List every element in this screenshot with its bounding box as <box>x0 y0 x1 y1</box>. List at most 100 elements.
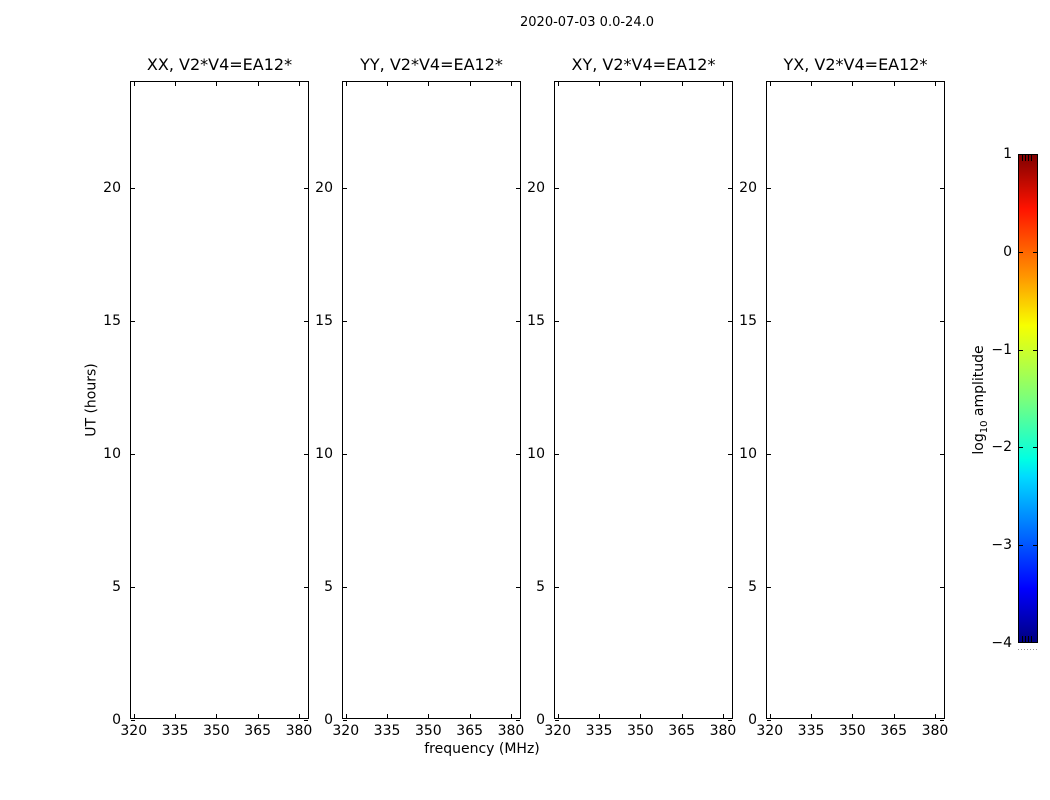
colorbar-label-prefix: log <box>971 433 988 455</box>
x-tick-bottom <box>557 714 559 718</box>
y-tick-left <box>555 720 559 721</box>
colorbar-tick-label: −3 <box>991 537 1012 554</box>
x-tick-top <box>510 82 512 86</box>
y-tick-label: 20 <box>315 180 333 197</box>
x-tick-bottom <box>640 714 642 718</box>
y-tick-left <box>767 321 771 323</box>
x-tick-bottom <box>387 714 389 718</box>
x-tick-bottom <box>216 714 218 718</box>
subplot-yx: YX, V2*V4=EA12* 320 335 350 365 380 0 5 10 15 20 <box>739 55 948 738</box>
x-tick-top <box>599 82 601 86</box>
y-tick-left <box>555 454 559 456</box>
x-tick-bottom <box>175 714 177 718</box>
y-tick-label: 5 <box>324 579 333 596</box>
y-tick-label: 5 <box>536 579 545 596</box>
x-tick-top <box>469 82 471 86</box>
y-tick-label: 15 <box>527 313 545 330</box>
y-tick-left <box>343 454 347 456</box>
colorbar-dotted-line <box>1018 649 1038 650</box>
y-tick-label: 10 <box>315 446 333 463</box>
x-tick-bottom <box>599 714 601 718</box>
y-tick-left <box>767 454 771 456</box>
y-tick-label: 5 <box>748 579 757 596</box>
x-tick-label: 335 <box>373 723 401 739</box>
colorbar-label-subscript: 10 <box>978 420 990 434</box>
subplot-xy-title: XY, V2*V4=EA12* <box>571 55 716 74</box>
x-tick-label: 380 <box>285 723 313 739</box>
colorbar-tick-right <box>1033 447 1037 449</box>
colorbar-tick-left <box>1019 545 1023 547</box>
x-tick-bottom <box>469 714 471 718</box>
y-tick-right <box>728 587 732 589</box>
colorbar-tick-right <box>1033 545 1037 547</box>
x-tick-bottom <box>345 714 347 718</box>
y-tick-right <box>304 454 308 456</box>
y-tick-left <box>343 720 347 721</box>
y-tick-right <box>728 720 732 721</box>
x-tick-bottom <box>852 714 854 718</box>
y-tick-left <box>555 188 559 190</box>
colorbar-top-hatch <box>1022 155 1034 161</box>
x-tick-bottom <box>133 714 135 718</box>
x-tick-bottom <box>934 714 936 718</box>
x-tick-top <box>175 82 177 86</box>
x-tick-top <box>722 82 724 86</box>
x-tick-top <box>298 82 300 86</box>
y-tick-right <box>516 454 520 456</box>
colorbar-tick-label: 1 <box>1003 146 1012 162</box>
y-tick-right <box>304 188 308 190</box>
figure-title: 2020-07-03 0.0-24.0 <box>520 15 654 30</box>
y-tick-label: 0 <box>112 712 121 728</box>
x-tick-label: 320 <box>756 723 784 739</box>
x-tick-bottom <box>769 714 771 718</box>
y-tick-label: 0 <box>748 712 757 728</box>
y-tick-left <box>131 321 135 323</box>
x-tick-label: 350 <box>414 723 442 739</box>
x-tick-top <box>640 82 642 86</box>
y-tick-left <box>343 188 347 190</box>
colorbar-tick-right <box>1033 349 1037 351</box>
x-tick-top <box>681 82 683 86</box>
y-tick-label: 10 <box>103 446 121 463</box>
y-tick-label: 5 <box>112 579 121 596</box>
x-tick-bottom <box>428 714 430 718</box>
x-tick-top <box>428 82 430 86</box>
subplot-xy: XY, V2*V4=EA12* 320 335 350 365 380 0 5 10 15 20 <box>527 55 736 738</box>
y-tick-right <box>940 720 944 721</box>
x-tick-top <box>811 82 813 86</box>
y-tick-left <box>343 321 347 323</box>
y-tick-right <box>516 720 520 721</box>
x-tick-label: 350 <box>838 723 866 739</box>
y-tick-left <box>767 188 771 190</box>
y-tick-label: 20 <box>527 180 545 197</box>
x-tick-bottom <box>510 714 512 718</box>
x-tick-label: 380 <box>497 723 525 739</box>
x-tick-bottom <box>811 714 813 718</box>
y-tick-left <box>131 587 135 589</box>
subplot-xx-title: XX, V2*V4=EA12* <box>146 55 293 74</box>
y-tick-label: 20 <box>739 180 757 197</box>
colorbar-tick-left <box>1019 251 1023 253</box>
y-tick-left <box>131 720 135 721</box>
x-axis-label: frequency (MHz) <box>424 741 540 757</box>
colorbar-label: log10 amplitude <box>971 345 991 454</box>
x-tick-label: 350 <box>202 723 230 739</box>
y-tick-right <box>940 321 944 323</box>
x-tick-label: 365 <box>244 723 272 739</box>
x-tick-label: 365 <box>456 723 484 739</box>
colorbar-tick-label: −4 <box>991 635 1012 651</box>
y-tick-right <box>304 587 308 589</box>
y-tick-right <box>728 321 732 323</box>
colorbar-tick-label: −1 <box>991 341 1012 358</box>
x-tick-label: 335 <box>797 723 825 739</box>
y-tick-left <box>555 321 559 323</box>
colorbar-tick-right <box>1033 251 1037 253</box>
x-tick-top <box>934 82 936 86</box>
x-tick-bottom <box>893 714 895 718</box>
x-tick-label: 335 <box>585 723 613 739</box>
y-tick-right <box>728 454 732 456</box>
y-tick-left <box>343 587 347 589</box>
x-tick-label: 380 <box>921 723 949 739</box>
x-tick-top <box>893 82 895 86</box>
